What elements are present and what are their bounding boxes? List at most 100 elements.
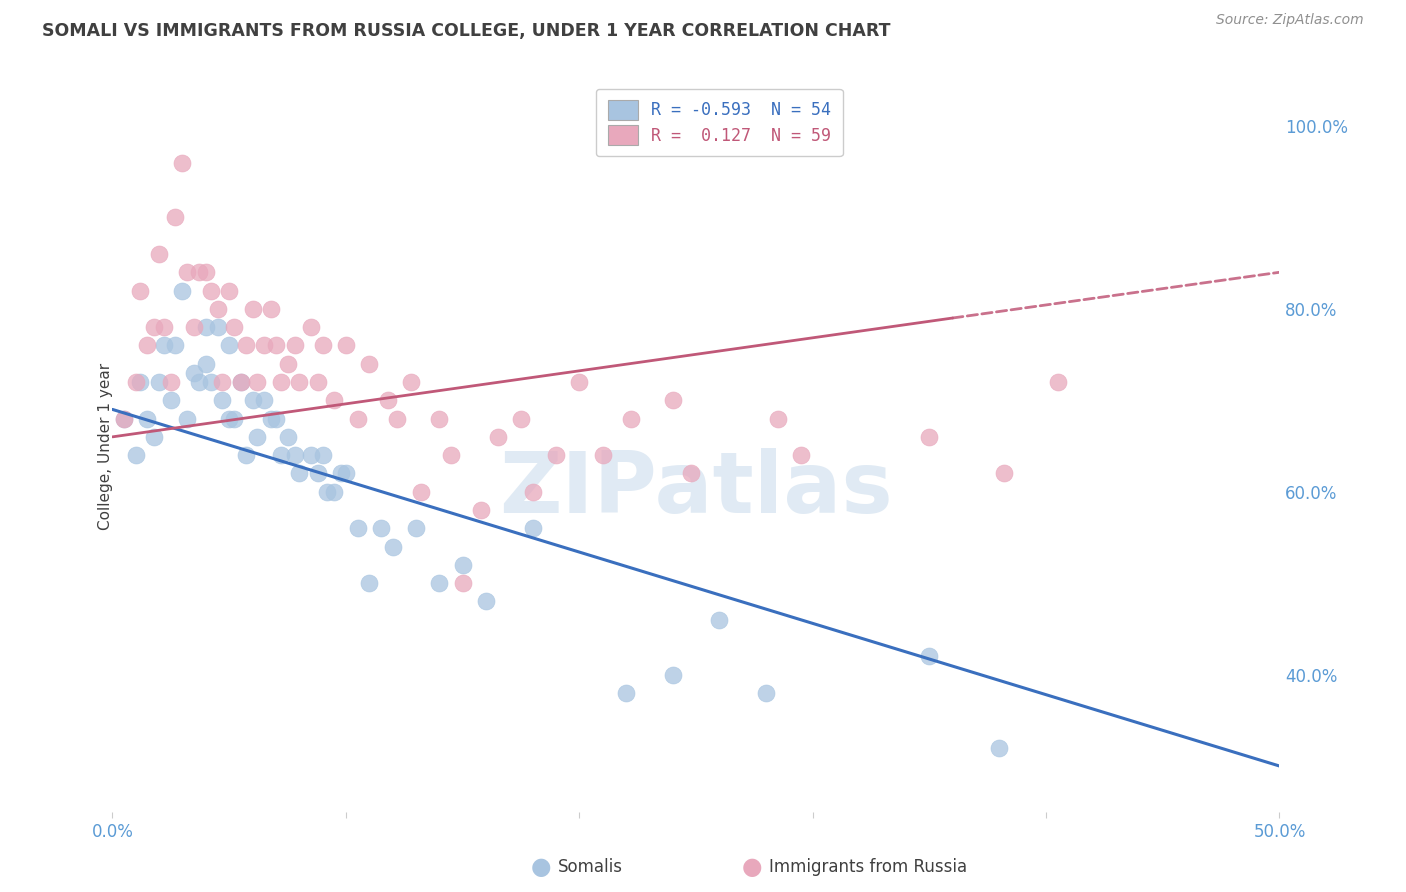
Point: [194, 320, 217, 334]
Point: [222, 320, 245, 334]
Point: [316, 484, 339, 499]
Point: [346, 411, 368, 425]
Point: [509, 411, 531, 425]
Point: [790, 448, 813, 462]
Text: SOMALI VS IMMIGRANTS FROM RUSSIA COLLEGE, UNDER 1 YEAR CORRELATION CHART: SOMALI VS IMMIGRANTS FROM RUSSIA COLLEGE…: [42, 22, 890, 40]
Text: ●: ●: [531, 855, 551, 879]
Point: [427, 411, 450, 425]
Point: [260, 411, 283, 425]
Point: [440, 448, 463, 462]
Point: [755, 686, 778, 700]
Point: [129, 284, 152, 298]
Point: [568, 375, 591, 389]
Point: [370, 521, 392, 535]
Point: [165, 211, 187, 225]
Point: [288, 467, 311, 481]
Point: [200, 375, 222, 389]
Point: [235, 338, 257, 352]
Point: [299, 320, 322, 334]
Point: [993, 467, 1015, 481]
Point: [311, 338, 333, 352]
Text: Source: ZipAtlas.com: Source: ZipAtlas.com: [1216, 13, 1364, 28]
Point: [288, 375, 311, 389]
Point: [165, 338, 187, 352]
Point: [253, 393, 276, 408]
Point: [427, 576, 450, 591]
Point: [359, 357, 381, 371]
Point: [172, 284, 194, 298]
Point: [264, 411, 287, 425]
Point: [409, 484, 432, 499]
Point: [176, 265, 198, 279]
Point: [405, 521, 427, 535]
Point: [307, 375, 329, 389]
Point: [451, 558, 474, 572]
Point: [260, 301, 283, 316]
Point: [187, 265, 209, 279]
Text: Somalis: Somalis: [558, 858, 623, 876]
Point: [766, 411, 789, 425]
Point: [242, 301, 264, 316]
Point: [1046, 375, 1069, 389]
Point: [918, 649, 941, 664]
Point: [346, 521, 368, 535]
Point: [359, 576, 381, 591]
Point: [112, 411, 135, 425]
Point: [211, 375, 233, 389]
Point: [620, 411, 643, 425]
Point: [283, 338, 305, 352]
Point: [218, 411, 240, 425]
Point: [544, 448, 567, 462]
Point: [143, 430, 166, 444]
Text: Immigrants from Russia: Immigrants from Russia: [769, 858, 967, 876]
Point: [200, 284, 222, 298]
Point: [323, 484, 346, 499]
Point: [387, 411, 409, 425]
Point: [276, 430, 298, 444]
Point: [470, 503, 492, 517]
Point: [183, 366, 205, 380]
Point: [187, 375, 209, 389]
Point: [246, 375, 269, 389]
Point: [143, 320, 166, 334]
Point: [681, 467, 703, 481]
Point: [246, 430, 269, 444]
Point: [183, 320, 205, 334]
Point: [160, 375, 183, 389]
Point: [323, 393, 346, 408]
Point: [451, 576, 474, 591]
Point: [918, 430, 941, 444]
Point: [475, 594, 498, 608]
Point: [270, 375, 292, 389]
Point: [399, 375, 422, 389]
Y-axis label: College, Under 1 year: College, Under 1 year: [98, 362, 112, 530]
Point: [270, 448, 292, 462]
Point: [614, 686, 637, 700]
Point: [235, 448, 257, 462]
Legend: R = -0.593  N = 54, R =  0.127  N = 59: R = -0.593 N = 54, R = 0.127 N = 59: [596, 88, 842, 156]
Point: [709, 613, 731, 627]
Point: [148, 247, 170, 261]
Point: [299, 448, 322, 462]
Point: [276, 357, 298, 371]
Point: [242, 393, 264, 408]
Point: [148, 375, 170, 389]
Point: [194, 357, 217, 371]
Point: [988, 740, 1011, 755]
Point: [522, 521, 544, 535]
Point: [153, 320, 176, 334]
Point: [486, 430, 509, 444]
Point: [307, 467, 329, 481]
Point: [160, 393, 183, 408]
Point: [311, 448, 333, 462]
Point: [112, 411, 135, 425]
Point: [129, 375, 152, 389]
Point: [229, 375, 252, 389]
Point: [661, 667, 683, 681]
Point: [335, 338, 357, 352]
Point: [207, 301, 229, 316]
Point: [218, 338, 240, 352]
Point: [661, 393, 683, 408]
Point: [136, 338, 159, 352]
Point: [207, 320, 229, 334]
